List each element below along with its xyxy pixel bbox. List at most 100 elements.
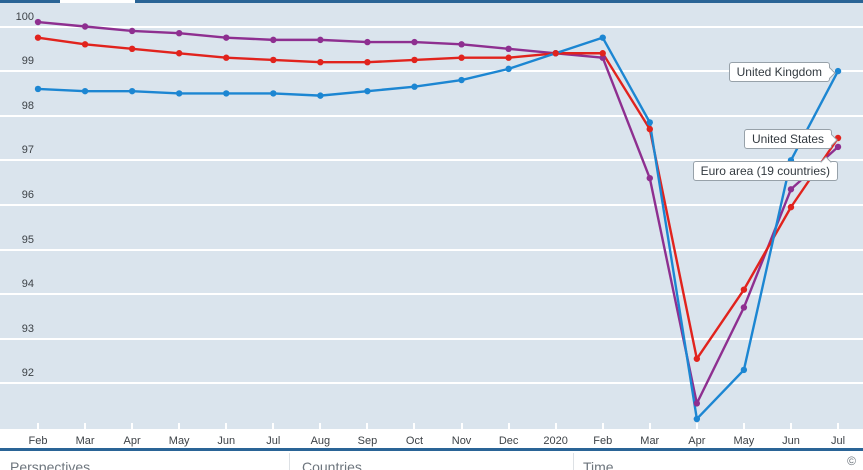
line-series-united-kingdom[interactable] — [37, 36, 840, 421]
data-point-euro-area-19-countries-[interactable] — [223, 34, 230, 41]
x-axis-label-5-jul: Jul — [266, 435, 281, 447]
line-series-euro-area-19-countries-[interactable] — [37, 20, 839, 405]
x-axis-tick — [413, 423, 416, 429]
data-point-euro-area-19-countries-[interactable] — [364, 38, 371, 46]
data-point-united-kingdom[interactable] — [317, 92, 324, 99]
data-point-united-states[interactable] — [317, 58, 324, 66]
data-point-united-states[interactable] — [599, 50, 606, 57]
x-axis-label-13-mar: Mar — [640, 435, 660, 447]
x-axis-label-9-nov: Nov — [451, 435, 472, 447]
data-point-euro-area-19-countries-[interactable] — [317, 36, 324, 44]
data-point-united-kingdom[interactable] — [364, 87, 371, 95]
footer-divider — [0, 448, 863, 451]
data-point-united-states[interactable] — [81, 41, 89, 48]
data-point-euro-area-19-countries-[interactable] — [34, 18, 42, 26]
x-axis-tick — [319, 423, 322, 429]
data-point-united-states[interactable] — [646, 125, 653, 133]
data-point-euro-area-19-countries-[interactable] — [81, 23, 89, 30]
data-point-euro-area-19-countries-[interactable] — [740, 304, 748, 311]
data-point-united-kingdom[interactable] — [34, 85, 42, 93]
data-point-united-states[interactable] — [270, 56, 277, 64]
x-axis-label-0-feb: Feb — [28, 435, 48, 447]
x-axis-label-4-jun: Jun — [217, 435, 236, 447]
data-point-euro-area-19-countries-[interactable] — [128, 27, 136, 35]
x-axis-label-2-apr: Apr — [123, 435, 141, 447]
x-axis-tick — [554, 423, 557, 429]
data-point-united-states[interactable] — [505, 54, 512, 61]
x-axis-tick — [837, 423, 840, 429]
data-point-euro-area-19-countries-[interactable] — [458, 41, 465, 48]
x-axis-tick — [460, 423, 463, 429]
data-point-united-states[interactable] — [693, 355, 701, 362]
data-point-euro-area-19-countries-[interactable] — [646, 174, 653, 182]
data-point-united-kingdom[interactable] — [740, 366, 748, 374]
data-point-united-kingdom[interactable] — [223, 90, 230, 97]
data-point-united-kingdom[interactable] — [411, 83, 418, 90]
panel-header-countries[interactable]: Countries — [302, 458, 362, 470]
x-axis-tick — [272, 423, 275, 429]
data-point-united-kingdom[interactable] — [693, 415, 701, 423]
gridline-y-93 — [0, 337, 863, 340]
line-series-united-states[interactable] — [37, 36, 840, 360]
x-axis-label-3-may: May — [168, 435, 190, 447]
data-point-united-kingdom[interactable] — [270, 90, 277, 97]
data-point-united-kingdom[interactable] — [81, 87, 89, 95]
x-axis-tick — [789, 423, 792, 429]
y-axis-label-98: 98 — [21, 99, 34, 112]
callout-euro-area-label: Euro area (19 countries) — [700, 164, 830, 178]
data-point-united-states[interactable] — [458, 54, 465, 61]
data-point-united-states[interactable] — [740, 286, 748, 293]
gridline-y-94 — [0, 293, 863, 296]
data-point-united-kingdom[interactable] — [128, 87, 136, 95]
data-point-united-kingdom[interactable] — [175, 90, 183, 97]
gridline-y-100 — [0, 25, 863, 28]
data-point-united-states[interactable] — [34, 34, 42, 41]
data-point-united-kingdom[interactable] — [599, 34, 606, 41]
data-point-united-kingdom[interactable] — [505, 65, 512, 73]
data-point-united-states[interactable] — [787, 203, 795, 211]
y-axis-label-94: 94 — [21, 278, 34, 291]
gridline-y-95 — [0, 248, 863, 251]
data-point-euro-area-19-countries-[interactable] — [599, 54, 606, 61]
x-axis-label-16-jun: Jun — [782, 435, 800, 447]
copyright-icon[interactable]: © — [847, 453, 856, 468]
x-axis-label-17-jul: Jul — [830, 435, 846, 447]
x-axis-tick — [507, 423, 510, 429]
data-point-united-kingdom[interactable] — [834, 67, 842, 75]
data-point-euro-area-19-countries-[interactable] — [505, 45, 512, 52]
y-axis-label-99: 99 — [21, 55, 34, 68]
data-point-united-kingdom[interactable] — [458, 76, 465, 84]
gridline-y-92 — [0, 382, 863, 385]
panel-header-time[interactable]: Time — [583, 458, 614, 470]
data-point-united-states[interactable] — [175, 50, 183, 57]
gridline-y-96 — [0, 203, 863, 206]
panel-header-perspectives[interactable]: Perspectives — [10, 458, 91, 470]
data-point-united-states[interactable] — [223, 54, 230, 61]
data-point-united-states[interactable] — [411, 56, 418, 64]
y-axis-label-97: 97 — [21, 144, 34, 157]
data-point-euro-area-19-countries-[interactable] — [834, 143, 842, 151]
callout-united-kingdom: United Kingdom — [728, 62, 836, 82]
x-axis-tick — [366, 423, 369, 429]
data-point-united-states[interactable] — [552, 50, 559, 57]
x-axis-label-14-apr: Apr — [688, 435, 706, 447]
data-point-united-kingdom[interactable] — [646, 119, 653, 126]
data-point-united-states[interactable] — [128, 45, 136, 52]
x-axis-tick — [225, 423, 228, 429]
data-point-euro-area-19-countries-[interactable] — [693, 400, 701, 407]
y-axis-label-95: 95 — [21, 233, 34, 246]
y-axis-label-100: 100 — [15, 10, 34, 23]
data-point-euro-area-19-countries-[interactable] — [787, 186, 795, 193]
x-axis-label-11-2020: 2020 — [543, 435, 568, 447]
data-point-euro-area-19-countries-[interactable] — [411, 38, 418, 46]
callout-united-states-label: United States — [751, 132, 824, 146]
gridline-y-99 — [0, 70, 863, 73]
gridline-y-98 — [0, 114, 863, 117]
x-axis-tick — [648, 423, 651, 429]
data-point-united-states[interactable] — [364, 58, 371, 66]
footer-panel-bar: Perspectives Countries Time © — [0, 450, 863, 470]
data-point-euro-area-19-countries-[interactable] — [175, 29, 183, 37]
data-point-euro-area-19-countries-[interactable] — [270, 36, 277, 44]
y-axis-label-92: 92 — [21, 367, 34, 380]
plot-area: 100 99 98 97 96 95 94 93 92 — [0, 3, 863, 429]
